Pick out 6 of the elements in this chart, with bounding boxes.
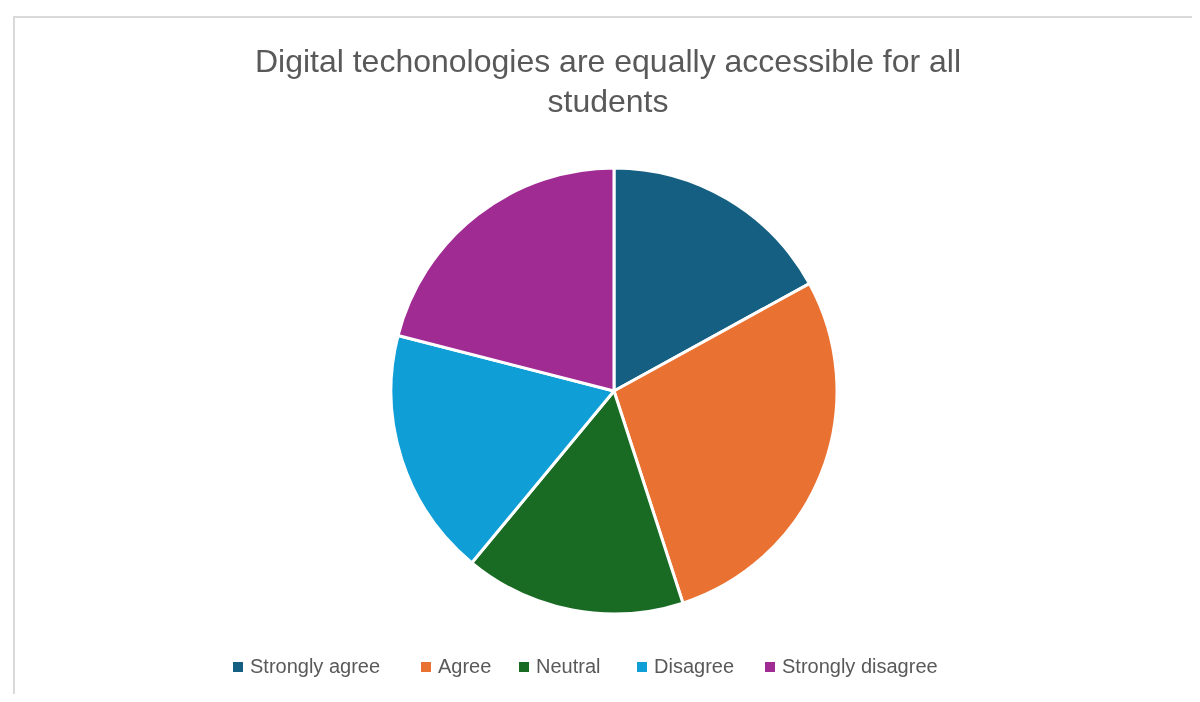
legend-label: Neutral bbox=[536, 655, 601, 677]
legend-label: Strongly agree bbox=[250, 655, 381, 677]
legend-label: Strongly disagree bbox=[782, 655, 938, 677]
legend-label: Agree bbox=[438, 655, 492, 677]
legend-label: Disagree bbox=[654, 655, 735, 677]
chart-title: Digital techonologies are equally accessible for all students bbox=[254, 43, 962, 119]
